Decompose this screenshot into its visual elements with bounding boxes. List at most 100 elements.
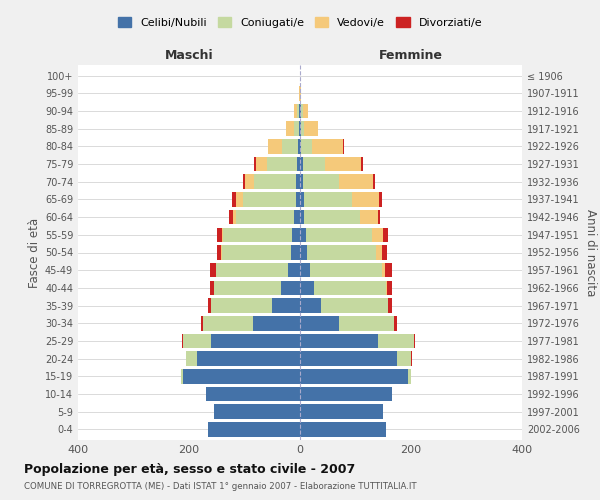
Bar <box>300 404 383 419</box>
Bar <box>304 174 340 189</box>
Bar <box>245 174 254 189</box>
Bar <box>236 192 243 206</box>
Bar <box>300 422 386 436</box>
Y-axis label: Fasce di età: Fasce di età <box>28 218 41 288</box>
Bar <box>360 210 378 224</box>
Bar <box>300 263 310 278</box>
Legend: Celibi/Nubili, Coniugati/e, Vedovi/e, Divorziati/e: Celibi/Nubili, Coniugati/e, Vedovi/e, Di… <box>113 12 487 32</box>
Bar <box>304 192 352 206</box>
Bar <box>386 280 387 295</box>
Bar <box>340 174 373 189</box>
Bar <box>186 352 197 366</box>
Bar <box>281 139 298 154</box>
Bar <box>210 263 215 278</box>
Bar <box>312 139 343 154</box>
Bar <box>301 122 304 136</box>
Bar <box>361 157 363 172</box>
Bar <box>314 280 386 295</box>
Bar <box>291 245 300 260</box>
Bar <box>300 369 408 384</box>
Bar <box>307 245 376 260</box>
Bar <box>297 157 300 172</box>
Bar <box>295 210 300 224</box>
Bar <box>243 192 296 206</box>
Bar <box>292 228 300 242</box>
Bar <box>300 139 301 154</box>
Bar <box>300 245 307 260</box>
Bar <box>382 263 385 278</box>
Bar <box>254 157 256 172</box>
Bar <box>343 139 344 154</box>
Bar <box>300 280 314 295</box>
Bar <box>288 263 300 278</box>
Bar <box>206 387 300 402</box>
Bar <box>397 352 411 366</box>
Bar <box>394 316 397 330</box>
Bar <box>268 139 281 154</box>
Bar <box>203 316 253 330</box>
Bar <box>300 228 305 242</box>
Y-axis label: Anni di nascita: Anni di nascita <box>584 209 597 296</box>
Bar <box>300 104 301 118</box>
Bar <box>286 122 295 136</box>
Bar <box>300 387 392 402</box>
Bar <box>300 122 301 136</box>
Bar <box>301 104 303 118</box>
Bar <box>378 210 380 224</box>
Bar <box>211 298 272 313</box>
Bar <box>211 334 300 348</box>
Bar <box>214 280 281 295</box>
Bar <box>300 316 339 330</box>
Bar <box>299 104 300 118</box>
Text: Popolazione per età, sesso e stato civile - 2007: Popolazione per età, sesso e stato civil… <box>24 462 355 475</box>
Bar <box>325 157 361 172</box>
Bar <box>210 280 214 295</box>
Text: Femmine: Femmine <box>379 50 443 62</box>
Bar <box>376 245 382 260</box>
Bar <box>182 334 184 348</box>
Bar <box>208 422 300 436</box>
Bar <box>256 157 266 172</box>
Bar <box>295 104 297 118</box>
Bar <box>300 174 304 189</box>
Bar <box>197 352 300 366</box>
Bar <box>300 157 303 172</box>
Bar <box>300 334 378 348</box>
Bar <box>372 228 383 242</box>
Bar <box>233 210 236 224</box>
Bar <box>253 316 300 330</box>
Bar <box>408 369 411 384</box>
Bar <box>223 228 292 242</box>
Bar <box>305 228 372 242</box>
Bar <box>303 104 308 118</box>
Bar <box>300 192 304 206</box>
Bar <box>208 298 211 313</box>
Bar <box>243 174 245 189</box>
Bar <box>304 210 360 224</box>
Bar <box>379 192 382 206</box>
Bar <box>387 280 392 295</box>
Bar <box>222 245 291 260</box>
Bar <box>414 334 415 348</box>
Bar <box>299 122 300 136</box>
Bar <box>214 404 300 419</box>
Bar <box>200 316 203 330</box>
Bar <box>217 245 221 260</box>
Bar <box>215 263 288 278</box>
Bar <box>272 298 300 313</box>
Bar <box>301 139 312 154</box>
Bar <box>298 139 300 154</box>
Bar <box>304 122 318 136</box>
Bar <box>254 174 296 189</box>
Bar <box>383 228 388 242</box>
Text: COMUNE DI TORREGROTTA (ME) - Dati ISTAT 1° gennaio 2007 - Elaborazione TUTTITALI: COMUNE DI TORREGROTTA (ME) - Dati ISTAT … <box>24 482 416 491</box>
Bar <box>184 334 211 348</box>
Bar <box>300 210 304 224</box>
Text: Maschi: Maschi <box>164 50 214 62</box>
Bar <box>184 369 300 384</box>
Bar <box>295 122 299 136</box>
Bar <box>382 245 387 260</box>
Bar <box>385 263 392 278</box>
Bar <box>297 104 299 118</box>
Bar <box>339 316 394 330</box>
